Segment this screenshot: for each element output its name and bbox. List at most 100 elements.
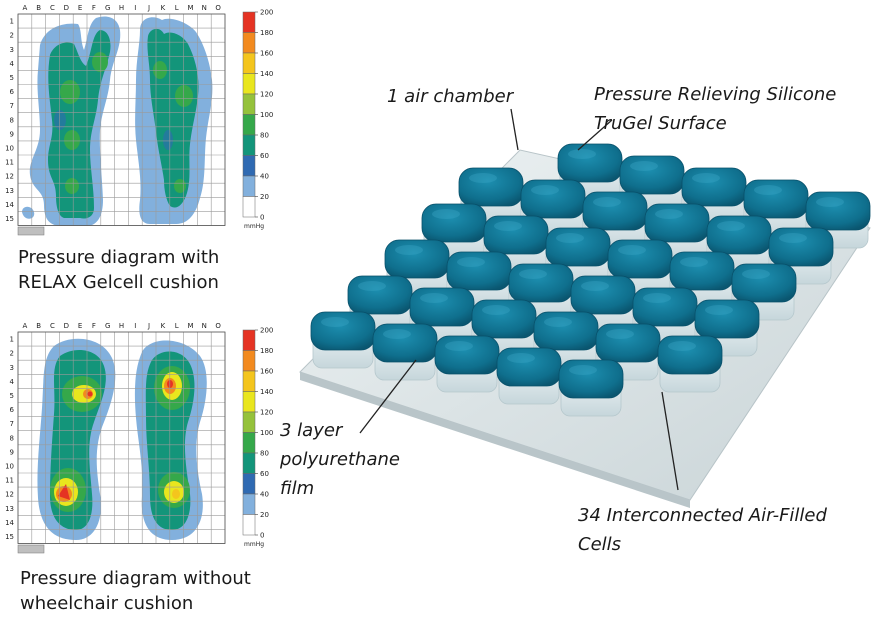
row-label: 3 — [10, 46, 14, 54]
row-label: 3 — [10, 364, 14, 372]
column-label: F — [92, 322, 96, 330]
column-label: I — [134, 322, 136, 330]
scale-tick-label: 180 — [260, 29, 273, 37]
column-label: O — [215, 4, 221, 12]
scale-tick-label: 100 — [260, 111, 273, 119]
caption-bottom: Pressure diagram without wheelchair cush… — [20, 568, 251, 614]
column-label: K — [161, 322, 166, 330]
column-label: E — [78, 322, 82, 330]
column-label: G — [105, 4, 110, 12]
scale-tick-label: 40 — [260, 173, 269, 181]
row-label: 13 — [5, 187, 14, 195]
row-label: 4 — [10, 378, 15, 386]
grid-lines — [17, 13, 226, 226]
callout-air-filled-cells: 34 Interconnected Air-Filled Cells — [578, 505, 827, 555]
grid-lines — [17, 331, 226, 544]
row-label: 5 — [10, 392, 14, 400]
air-cell — [694, 299, 760, 357]
column-label: O — [215, 322, 221, 330]
column-label: N — [202, 322, 207, 330]
caption-top: Pressure diagram with RELAX Gelcell cush… — [18, 247, 220, 293]
scale-tick-label: 40 — [260, 491, 269, 499]
scale-unit: mmHg — [244, 541, 264, 548]
row-label: 12 — [5, 491, 14, 499]
scale-tick-label: 160 — [260, 368, 273, 376]
row-label: 10 — [5, 462, 14, 470]
row-label: 12 — [5, 173, 14, 181]
pressure-blob-top — [22, 16, 213, 226]
callout-silicone-surface: Pressure Relieving Silicone TruGel Surfa… — [594, 84, 837, 134]
row-label: 14 — [5, 519, 14, 527]
column-label: F — [92, 4, 96, 12]
air-cell — [545, 227, 611, 285]
column-label: I — [134, 4, 136, 12]
scale-tick-label: 160 — [260, 50, 273, 58]
scale-swatch — [242, 514, 256, 536]
column-label: E — [78, 4, 82, 12]
row-label: 11 — [5, 159, 14, 167]
row-label: 2 — [10, 32, 14, 40]
column-label: C — [50, 4, 55, 12]
air-cell — [496, 347, 562, 405]
air-cell — [533, 311, 599, 369]
row-label: 10 — [5, 144, 14, 152]
scale-tick-label: 0 — [260, 214, 264, 222]
column-label: A — [23, 322, 28, 330]
column-label: B — [36, 322, 41, 330]
air-cell — [558, 359, 624, 417]
scale-tick-label: 120 — [260, 91, 273, 99]
row-label: 5 — [10, 74, 14, 82]
footer-tab — [17, 226, 45, 236]
scale-tick-label: 80 — [260, 450, 269, 458]
scale-tick-label: 60 — [260, 152, 269, 160]
row-label: 1 — [10, 18, 14, 26]
air-cell — [384, 239, 450, 297]
air-cells — [310, 143, 871, 417]
row-label: 6 — [10, 406, 15, 414]
scale-tick-label: 100 — [260, 429, 273, 437]
row-label: 9 — [10, 448, 14, 456]
air-cell — [434, 335, 500, 393]
column-label: M — [187, 322, 193, 330]
air-cell — [310, 311, 376, 369]
scale-tick-label: 200 — [260, 327, 273, 335]
callout-air-chamber: 1 air chamber — [387, 86, 514, 107]
row-label: 2 — [10, 350, 14, 358]
scale-tick-label: 140 — [260, 388, 273, 396]
column-label: L — [175, 4, 179, 12]
row-label: 14 — [5, 201, 14, 209]
column-label: M — [187, 4, 193, 12]
row-label: 8 — [10, 434, 14, 442]
column-label: H — [119, 4, 124, 12]
air-cell — [657, 335, 723, 393]
row-label: 6 — [10, 88, 15, 96]
row-label: 7 — [10, 420, 14, 428]
row-label: 15 — [5, 215, 14, 223]
column-label: G — [105, 322, 110, 330]
air-cell — [347, 275, 413, 333]
scale-tick-label: 20 — [260, 511, 269, 519]
scale-tick-label: 20 — [260, 193, 269, 201]
row-label: 15 — [5, 533, 14, 541]
row-label: 1 — [10, 336, 14, 344]
column-label: L — [175, 322, 179, 330]
scale-tick-label: 200 — [260, 9, 273, 17]
column-label: A — [23, 4, 28, 12]
scale-swatch — [242, 196, 256, 218]
row-label: 8 — [10, 116, 14, 124]
scale-tick-label: 80 — [260, 132, 269, 140]
row-label: 7 — [10, 102, 14, 110]
scale-tick-label: 140 — [260, 70, 273, 78]
footer-tab — [17, 544, 45, 554]
column-label: K — [161, 4, 166, 12]
row-label: 11 — [5, 477, 14, 485]
scale-tick-label: 180 — [260, 347, 273, 355]
row-label: 13 — [5, 505, 14, 513]
column-label: J — [147, 322, 150, 330]
column-label: D — [64, 4, 69, 12]
scale-tick-label: 0 — [260, 532, 264, 540]
